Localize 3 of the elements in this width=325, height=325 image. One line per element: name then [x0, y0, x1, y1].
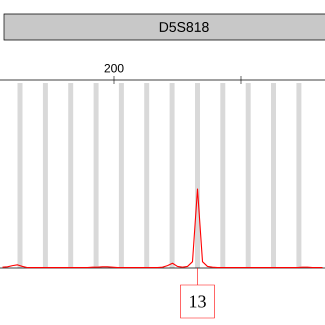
- text: 13: [190, 295, 206, 308]
- text: 200: [104, 64, 124, 72]
- chart-title: D5S818: [160, 22, 209, 32]
